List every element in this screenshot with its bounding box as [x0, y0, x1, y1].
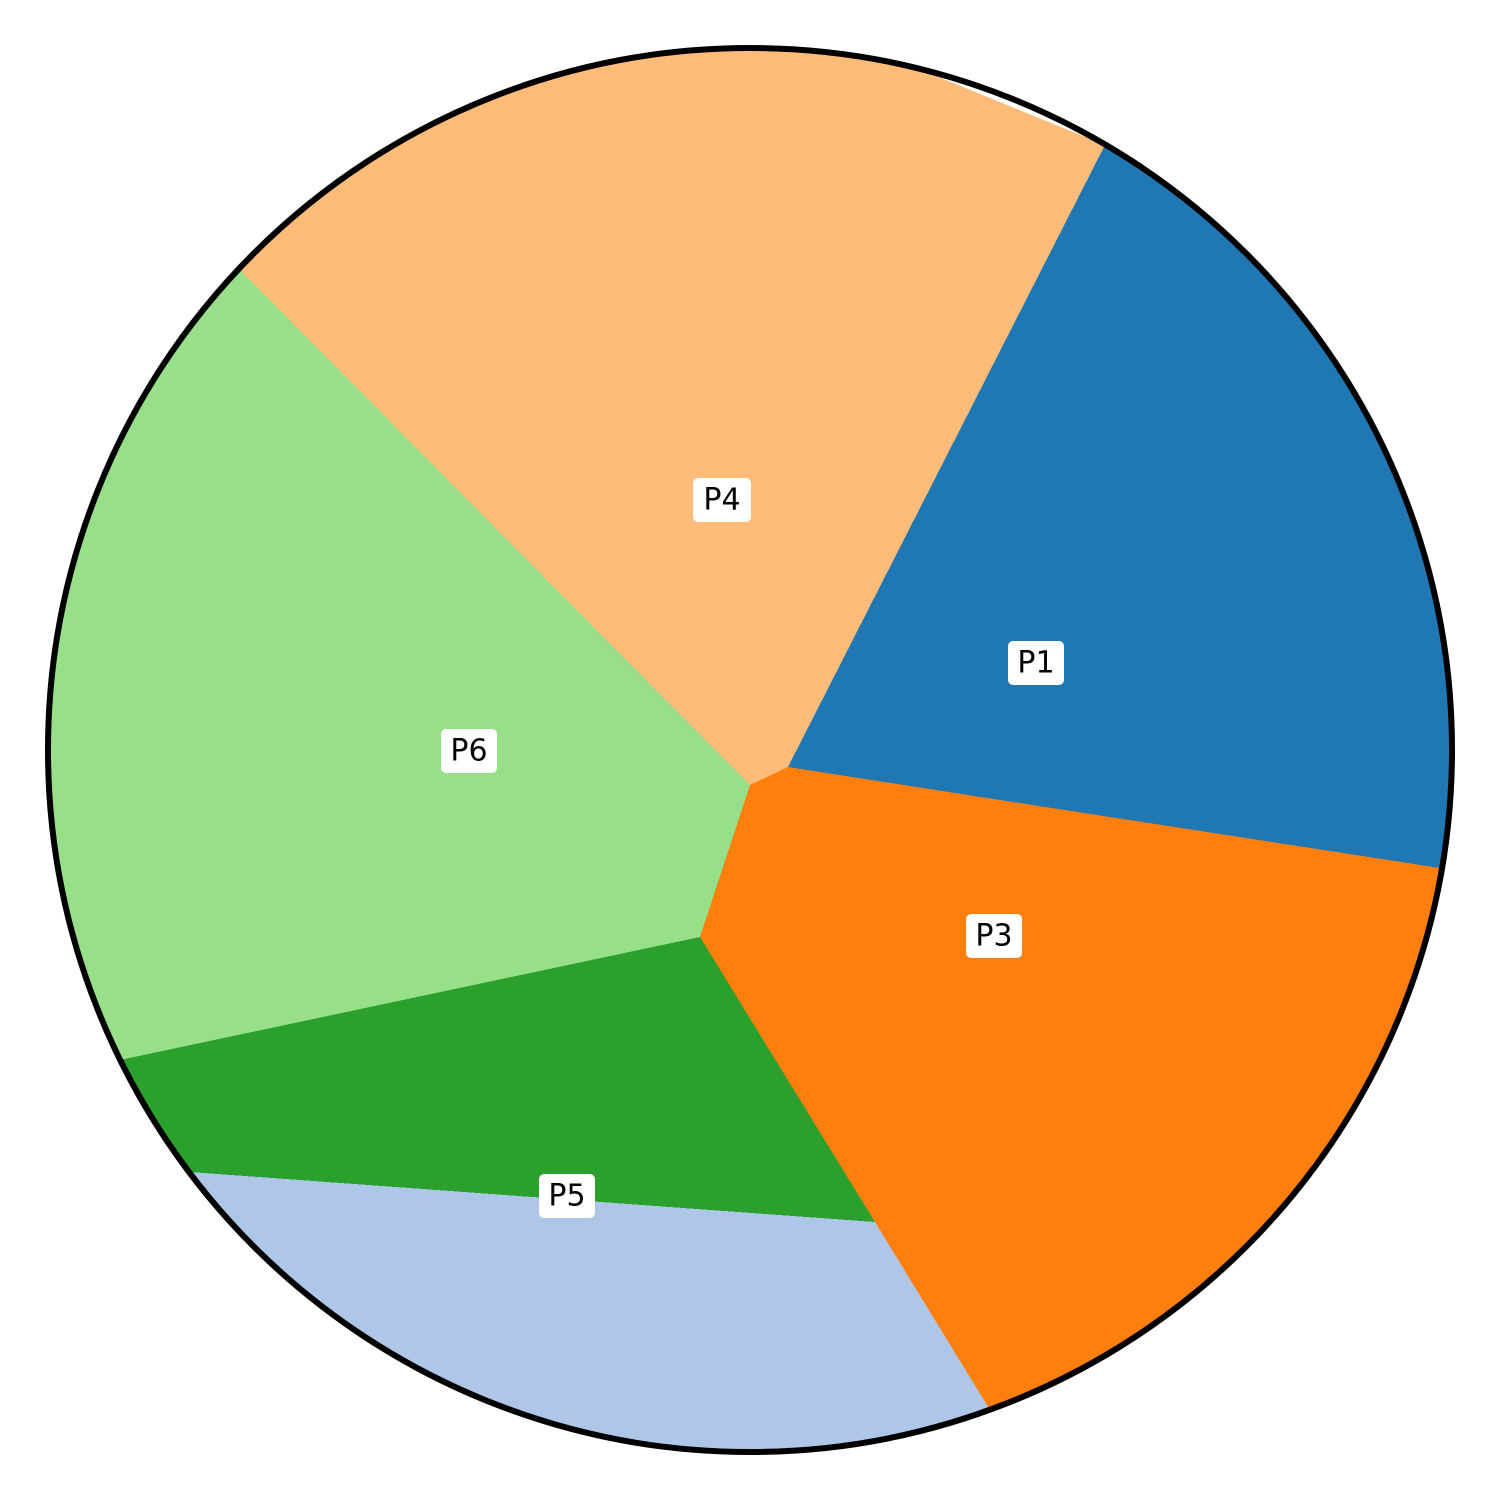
label-p1: P1 — [1008, 641, 1064, 685]
svg-text:P4: P4 — [703, 483, 740, 518]
label-p4: P4 — [693, 478, 751, 522]
svg-text:P3: P3 — [975, 919, 1012, 954]
label-p6: P6 — [441, 729, 497, 773]
svg-text:P1: P1 — [1017, 646, 1054, 681]
svg-text:P5: P5 — [548, 1179, 585, 1214]
disk-outline — [45, 45, 1455, 1455]
label-p5: P5 — [539, 1174, 595, 1218]
label-p3: P3 — [966, 914, 1022, 958]
region-p5 — [48, 937, 875, 1222]
svg-text:P6: P6 — [450, 734, 487, 769]
region-p4 — [240, 48, 1105, 785]
